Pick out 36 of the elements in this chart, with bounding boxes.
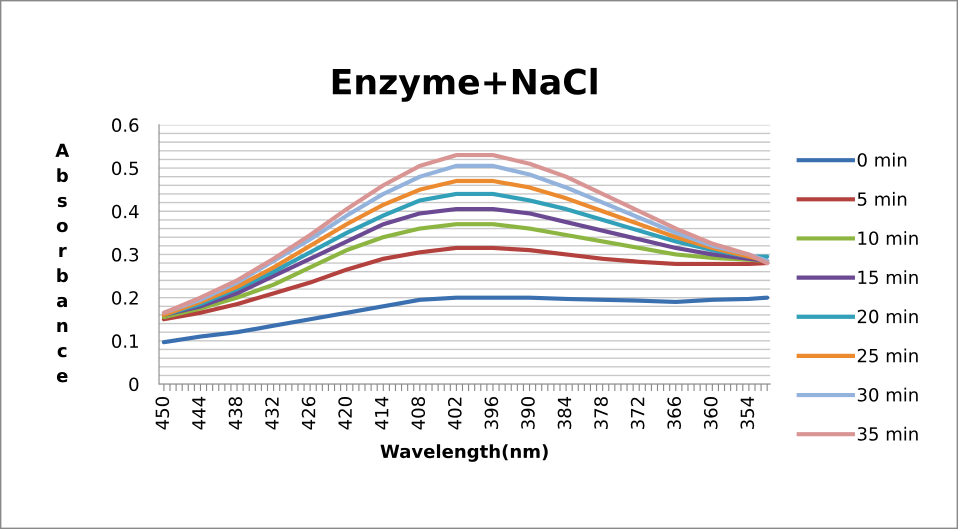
legend-label: 0 min <box>858 152 906 167</box>
x-tick-label: 414 <box>375 396 388 430</box>
legend-label: 20 min <box>858 309 918 324</box>
x-axis-title: Wavelength(nm) <box>380 444 548 462</box>
y-tick-label: 0.2 <box>112 291 138 305</box>
x-tick-label: 402 <box>448 398 462 430</box>
y-tick-label: 0.3 <box>112 248 138 262</box>
legend-label: 30 min <box>858 388 918 402</box>
chart-title: Enzyme+NaCl <box>332 68 597 102</box>
line-series <box>162 296 770 344</box>
y-tick-label: 0.1 <box>112 334 138 348</box>
x-tick-label: 438 <box>228 397 242 430</box>
x-tick-label: 444 <box>192 396 206 430</box>
x-tick-label: 432 <box>265 398 279 430</box>
x-tick-label: 396 <box>484 396 498 429</box>
x-tick-label: 420 <box>338 397 352 430</box>
legend-label: 10 min <box>858 231 918 246</box>
y-tick-label: 0.4 <box>112 204 139 218</box>
legend-label: 5 min <box>858 192 906 206</box>
x-tick-label: 426 <box>302 396 316 430</box>
x-tick-label: 354 <box>740 396 754 429</box>
y-tick-label: 0.6 <box>112 118 138 132</box>
x-tick-label: 450 <box>155 397 170 430</box>
legend-label: 25 min <box>858 348 918 362</box>
x-tick-label: 408 <box>411 397 426 430</box>
y-tick-label: 0.5 <box>112 162 138 176</box>
x-tick-label: 360 <box>704 397 718 429</box>
x-tick-label: 366 <box>667 396 682 429</box>
y-tick-label: 0 <box>129 378 138 392</box>
x-tick-label: 390 <box>521 397 535 429</box>
legend-label: 35 min <box>858 426 918 441</box>
x-tick-label: 384 <box>558 396 572 429</box>
x-tick-label: 372 <box>630 398 644 429</box>
text: Absorbance <box>55 144 70 382</box>
x-tick-label: 378 <box>594 397 608 429</box>
legend-label: 15 min <box>858 270 918 284</box>
